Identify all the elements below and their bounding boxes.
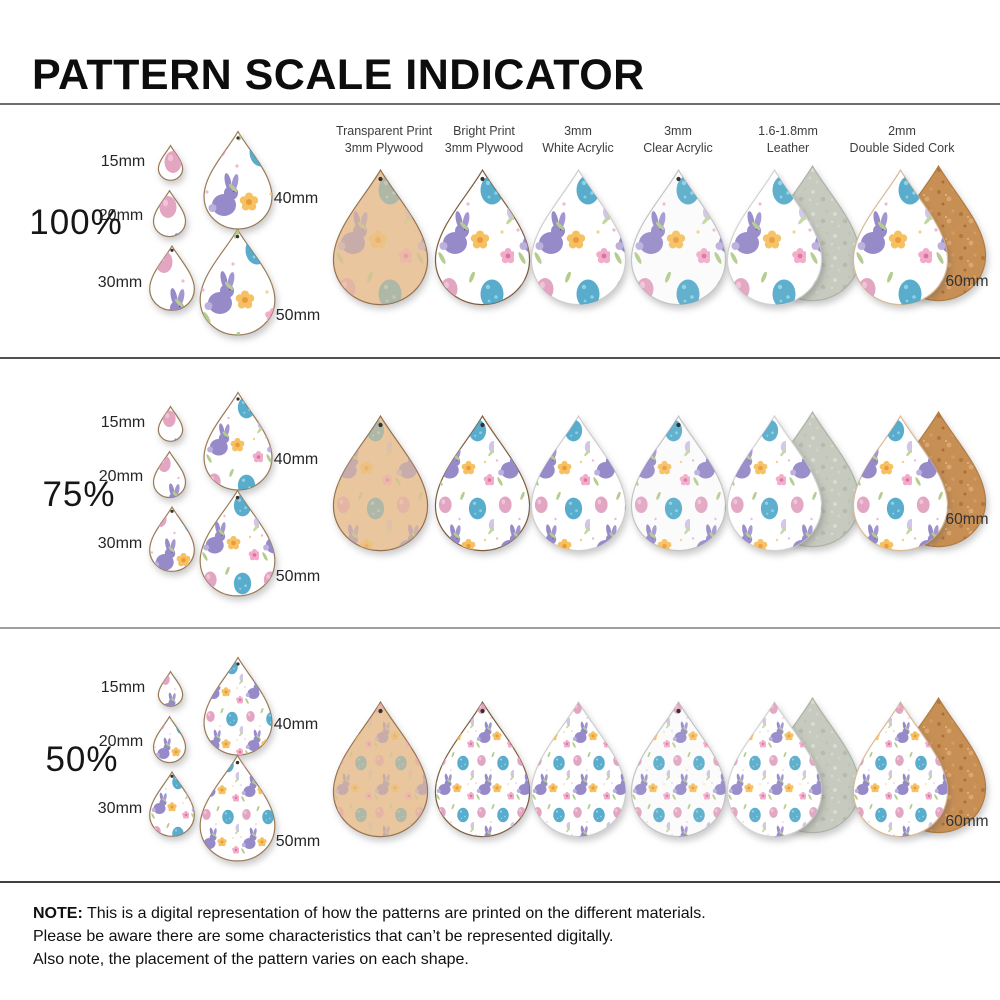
material-label-line2: 3mm Plywood xyxy=(344,141,424,155)
large-size-label-row-75: 60mm xyxy=(945,511,989,528)
teardrop-20mm-row-75 xyxy=(152,450,186,499)
material-label-double-sided-cork: 2mm Double Sided Cork xyxy=(850,123,955,157)
teardrop-30mm-row-75 xyxy=(149,505,195,572)
teardrop-15mm-row-100 xyxy=(157,144,183,181)
material-label-line1: 1.6-1.8mm xyxy=(758,124,818,139)
teardrop-15mm-row-50 xyxy=(157,670,183,707)
teardrop-clear-acrylic-row-75 xyxy=(630,414,726,552)
large-size-label-row-50: 60mm xyxy=(945,813,989,830)
material-label-transparent-print-plywood: Transparent Print 3mm Plywood xyxy=(336,123,432,157)
teardrop-20mm-row-50 xyxy=(152,715,186,764)
note-line-1: NOTE: This is a digital representation o… xyxy=(33,905,706,922)
size-label-20mm-row-100: 20mm xyxy=(98,207,144,224)
teardrop-double-sided-cork-row-50 xyxy=(852,700,948,838)
scale-label-100: 100% xyxy=(29,203,123,242)
size-label-40mm-row-50: 40mm xyxy=(273,716,319,733)
material-label-line1: 2mm xyxy=(888,124,916,139)
material-label-leather: 1.6-1.8mm Leather xyxy=(758,123,818,157)
size-label-50mm-row-100: 50mm xyxy=(275,307,321,324)
teardrop-white-acrylic-row-100 xyxy=(530,168,626,306)
note: NOTE: This is a digital representation o… xyxy=(33,902,706,971)
material-label-line1: Bright Print xyxy=(453,124,515,139)
size-label-30mm-row-75: 30mm xyxy=(97,535,143,552)
divider-top xyxy=(0,103,1000,105)
teardrop-white-acrylic-row-75 xyxy=(530,414,626,552)
note-prefix: NOTE: xyxy=(33,905,83,922)
teardrop-15mm-row-75 xyxy=(157,405,183,442)
teardrop-white-acrylic-row-50 xyxy=(530,700,626,838)
size-label-15mm-row-100: 15mm xyxy=(100,153,146,170)
teardrop-50mm-row-100 xyxy=(199,228,275,336)
teardrop-double-sided-cork-row-100 xyxy=(852,168,948,306)
page-title: PATTERN SCALE INDICATOR xyxy=(32,50,645,99)
note-line-2: Please be aware there are some character… xyxy=(33,928,614,946)
divider-row2-row3 xyxy=(0,627,1000,629)
size-label-50mm-row-75: 50mm xyxy=(275,568,321,585)
teardrop-50mm-row-75 xyxy=(199,489,275,597)
teardrop-40mm-row-50 xyxy=(203,656,273,756)
teardrop-40mm-row-75 xyxy=(203,391,273,491)
teardrop-leather-row-100 xyxy=(726,168,822,306)
material-label-line2: Leather xyxy=(766,141,810,155)
divider-above-note xyxy=(0,881,1000,883)
teardrop-40mm-row-100 xyxy=(203,130,273,230)
teardrop-bright-print-plywood-row-50 xyxy=(434,700,530,838)
teardrop-transparent-print-plywood-row-100 xyxy=(332,168,428,306)
teardrop-clear-acrylic-row-100 xyxy=(630,168,726,306)
material-label-line1: 3mm xyxy=(564,124,592,139)
size-label-15mm-row-75: 15mm xyxy=(100,414,146,431)
teardrop-30mm-row-50 xyxy=(149,770,195,837)
size-label-30mm-row-50: 30mm xyxy=(97,800,143,817)
scale-label-75: 75% xyxy=(42,475,116,514)
note-line-3: Also note, the placement of the pattern … xyxy=(33,951,469,969)
material-label-white-acrylic: 3mm White Acrylic xyxy=(542,123,614,157)
material-label-line1: Transparent Print xyxy=(335,124,433,139)
teardrop-transparent-print-plywood-row-75 xyxy=(332,414,428,552)
material-label-line2: Clear Acrylic xyxy=(643,141,713,155)
size-label-15mm-row-50: 15mm xyxy=(100,679,146,696)
size-label-30mm-row-100: 30mm xyxy=(97,274,143,291)
size-label-20mm-row-50: 20mm xyxy=(98,733,144,750)
material-label-clear-acrylic: 3mm Clear Acrylic xyxy=(643,123,712,157)
teardrop-50mm-row-50 xyxy=(199,754,275,862)
material-label-bright-print-plywood: Bright Print 3mm Plywood xyxy=(445,123,524,157)
size-label-40mm-row-75: 40mm xyxy=(273,451,319,468)
teardrop-20mm-row-100 xyxy=(152,189,186,238)
teardrop-bright-print-plywood-row-75 xyxy=(434,414,530,552)
teardrop-clear-acrylic-row-50 xyxy=(630,700,726,838)
material-label-line1: 3mm xyxy=(664,124,692,139)
teardrop-transparent-print-plywood-row-50 xyxy=(332,700,428,838)
size-label-50mm-row-50: 50mm xyxy=(275,833,321,850)
divider-row1-row2 xyxy=(0,357,1000,359)
scale-label-50: 50% xyxy=(45,740,119,779)
teardrop-leather-row-75 xyxy=(726,414,822,552)
teardrop-double-sided-cork-row-75 xyxy=(852,414,948,552)
teardrop-leather-row-50 xyxy=(726,700,822,838)
large-size-label-row-100: 60mm xyxy=(945,273,989,290)
material-label-line2: White Acrylic xyxy=(542,141,614,155)
material-label-line2: Double Sided Cork xyxy=(849,141,955,155)
material-label-line2: 3mm Plywood xyxy=(444,141,524,155)
teardrop-30mm-row-100 xyxy=(149,244,195,311)
size-label-40mm-row-100: 40mm xyxy=(273,190,319,207)
size-label-20mm-row-75: 20mm xyxy=(98,468,144,485)
teardrop-bright-print-plywood-row-100 xyxy=(434,168,530,306)
